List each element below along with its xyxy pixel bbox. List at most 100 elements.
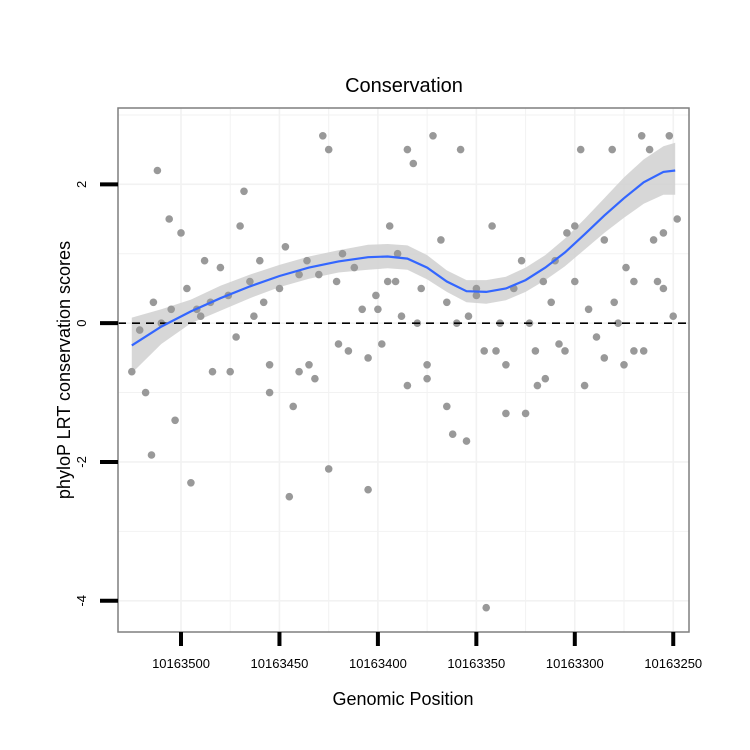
scatter-point bbox=[639, 347, 648, 355]
scatter-point bbox=[464, 312, 473, 321]
scatter-point bbox=[443, 402, 451, 411]
scatter-point bbox=[265, 361, 274, 369]
scatter-point bbox=[226, 367, 234, 376]
scatter-point bbox=[600, 354, 609, 362]
y-tick-label: 2 bbox=[74, 181, 89, 188]
x-tick-label: 10163400 bbox=[349, 656, 407, 671]
scatter-point bbox=[614, 319, 622, 328]
scatter-point bbox=[383, 277, 392, 286]
scatter-point bbox=[364, 354, 372, 362]
scatter-point bbox=[608, 145, 616, 154]
scatter-point bbox=[196, 312, 205, 321]
scatter-point bbox=[315, 270, 323, 279]
scatter-point bbox=[630, 277, 638, 286]
scatter-point bbox=[437, 236, 445, 244]
smooth-trend bbox=[131, 169, 676, 347]
scatter-point bbox=[561, 347, 569, 355]
scatter-point bbox=[324, 465, 333, 473]
plot-frame bbox=[117, 107, 690, 633]
scatter-point bbox=[200, 256, 209, 265]
scatter-point bbox=[502, 361, 510, 369]
scatter-point bbox=[171, 416, 179, 425]
scatter-point bbox=[659, 229, 668, 237]
scatter-point bbox=[232, 333, 240, 341]
scatter-point bbox=[488, 222, 496, 230]
scatter-point bbox=[259, 298, 268, 307]
scatter-point bbox=[319, 132, 327, 140]
y-axis: -4 -2 0 2 bbox=[74, 181, 118, 607]
scatter-point bbox=[374, 305, 382, 314]
scatter-point bbox=[149, 298, 158, 307]
scatter-point bbox=[653, 277, 662, 286]
scatter-point bbox=[584, 305, 593, 314]
scatter-point bbox=[305, 361, 313, 369]
scatter-point bbox=[521, 409, 530, 418]
scatter-point bbox=[350, 263, 359, 272]
scatter-point bbox=[289, 402, 298, 411]
scatter-point bbox=[547, 298, 555, 307]
scatter-point bbox=[358, 305, 367, 314]
scatter-point bbox=[324, 145, 333, 154]
scatter-point bbox=[630, 347, 638, 355]
scatter-point bbox=[409, 159, 418, 168]
x-tick-label: 10163450 bbox=[251, 656, 309, 671]
plot-panel bbox=[118, 108, 689, 632]
scatter-point bbox=[563, 229, 571, 237]
scatter-point bbox=[338, 249, 347, 258]
scatter-point bbox=[620, 361, 628, 369]
scatter-point bbox=[403, 145, 412, 154]
scatter-point bbox=[265, 388, 274, 397]
scatter-point bbox=[669, 312, 677, 321]
scatter-point bbox=[665, 132, 674, 140]
scatter-point bbox=[541, 374, 550, 383]
scatter-point bbox=[610, 298, 618, 307]
scatter-point bbox=[177, 229, 185, 237]
scatter-point bbox=[303, 256, 311, 265]
scatter-point bbox=[462, 437, 471, 445]
scatter-point bbox=[397, 312, 406, 321]
scatter-point bbox=[364, 485, 372, 494]
scatter-points bbox=[128, 132, 681, 612]
scatter-point bbox=[385, 222, 394, 230]
scatter-point bbox=[403, 381, 412, 390]
scatter-point bbox=[423, 361, 431, 369]
scatter-point bbox=[393, 249, 402, 258]
scatter-point bbox=[141, 388, 150, 397]
scatter-point bbox=[539, 277, 548, 286]
x-axis-label: Genomic Position bbox=[332, 689, 473, 709]
scatter-point bbox=[502, 409, 510, 418]
scatter-point bbox=[208, 367, 217, 376]
scatter-point bbox=[236, 222, 244, 230]
scatter-point bbox=[472, 291, 481, 300]
scatter-point bbox=[580, 381, 589, 390]
scatter-point bbox=[246, 277, 254, 286]
x-tick-label: 10163500 bbox=[152, 656, 210, 671]
scatter-point bbox=[592, 333, 601, 341]
scatter-point bbox=[240, 187, 248, 196]
scatter-point bbox=[443, 298, 451, 307]
x-axis: 10163500 10163450 10163400 10163350 10163300… bbox=[152, 632, 702, 671]
scatter-point bbox=[555, 340, 563, 348]
scatter-point bbox=[167, 305, 175, 314]
scatter-point bbox=[128, 367, 136, 376]
scatter-point bbox=[659, 284, 668, 293]
scatter-point bbox=[429, 132, 437, 140]
scatter-point bbox=[645, 145, 654, 154]
y-tick-label: -2 bbox=[74, 456, 89, 468]
scatter-point bbox=[517, 256, 526, 265]
scatter-point bbox=[571, 277, 579, 286]
scatter-point bbox=[332, 277, 341, 286]
scatter-point bbox=[622, 263, 630, 272]
chart-title: Conservation bbox=[345, 75, 463, 97]
scatter-point bbox=[600, 236, 609, 244]
scatter-point bbox=[482, 603, 491, 612]
scatter-point bbox=[165, 215, 173, 223]
scatter-point bbox=[480, 347, 489, 355]
smooth-line bbox=[131, 169, 676, 347]
y-axis-label: phyloP LRT conservation scores bbox=[54, 241, 74, 499]
x-tick-label: 10163300 bbox=[546, 656, 604, 671]
scatter-point bbox=[255, 256, 264, 265]
scatter-point bbox=[183, 284, 191, 293]
scatter-point bbox=[344, 347, 353, 355]
scatter-point bbox=[334, 340, 343, 348]
